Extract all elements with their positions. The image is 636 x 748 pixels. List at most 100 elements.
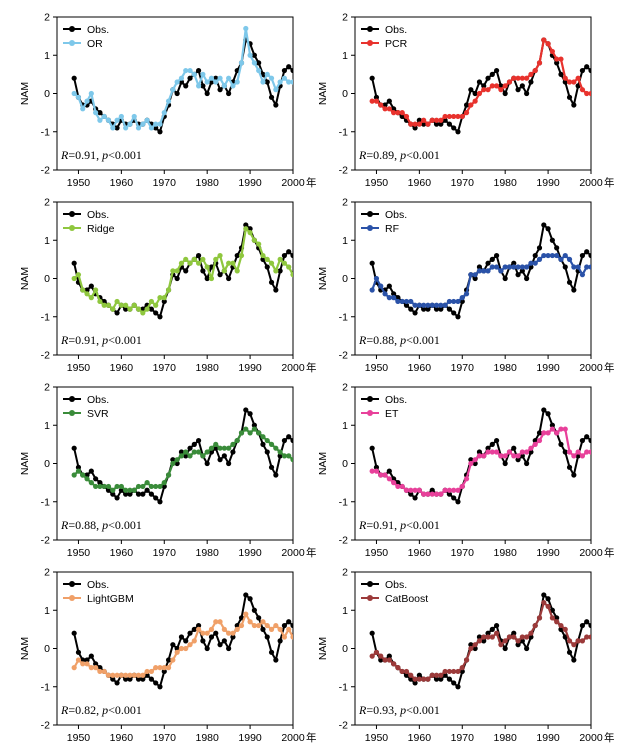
x-tick-label: 2000 — [579, 362, 603, 374]
data-point — [524, 275, 530, 282]
data-point — [579, 87, 586, 93]
data-point — [174, 79, 180, 85]
data-point — [459, 113, 465, 120]
data-point — [140, 672, 146, 678]
data-point — [178, 645, 185, 652]
data-point — [485, 449, 491, 455]
y-tick-label: 1 — [342, 50, 348, 62]
data-point — [208, 445, 215, 451]
data-point — [511, 260, 517, 266]
legend-label: Obs. — [385, 579, 407, 591]
data-point — [485, 634, 491, 640]
legend-label: RF — [385, 223, 399, 235]
data-point — [408, 672, 414, 678]
data-point — [494, 252, 500, 259]
data-point — [140, 121, 146, 127]
data-point — [584, 249, 590, 255]
data-point — [230, 260, 236, 266]
data-point — [88, 468, 94, 474]
data-point — [566, 256, 573, 262]
data-point — [234, 626, 240, 632]
data-point — [408, 306, 414, 312]
data-point — [528, 260, 534, 266]
data-point — [256, 60, 262, 66]
data-point — [382, 472, 388, 478]
data-point — [579, 437, 586, 444]
data-point — [502, 83, 508, 89]
data-point — [157, 129, 163, 135]
data-point — [101, 113, 107, 120]
data-point — [88, 665, 94, 671]
data-point — [277, 79, 283, 85]
data-point — [562, 426, 568, 432]
data-point — [88, 480, 94, 486]
data-point — [391, 110, 397, 116]
data-point — [468, 87, 474, 93]
data-point — [183, 645, 189, 652]
data-point — [515, 453, 521, 459]
data-point — [511, 630, 517, 636]
data-point — [114, 310, 120, 316]
data-point — [238, 252, 245, 259]
data-point — [584, 90, 590, 97]
data-point — [213, 619, 219, 625]
data-point — [88, 283, 94, 289]
x-tick-label: 1990 — [238, 547, 262, 559]
data-point — [425, 121, 431, 127]
data-point — [433, 117, 440, 123]
data-point — [386, 106, 392, 112]
data-point — [528, 630, 534, 636]
x-tick-label: 2000 — [281, 177, 305, 189]
x-tick-label: 1980 — [494, 362, 518, 374]
data-point — [519, 264, 525, 270]
data-point — [191, 441, 197, 447]
data-point — [472, 642, 478, 648]
data-point — [183, 256, 189, 262]
data-point — [494, 264, 500, 270]
data-point — [579, 453, 586, 459]
series-layer — [369, 592, 591, 690]
data-point — [515, 642, 521, 648]
data-point — [80, 106, 86, 112]
data-point — [286, 434, 292, 440]
data-point — [455, 668, 461, 675]
stat-r-value: =0.91, — [68, 333, 102, 347]
data-point — [234, 252, 240, 259]
stat-p-label: p — [399, 333, 406, 347]
data-point — [161, 295, 167, 301]
data-point — [433, 676, 440, 682]
data-point — [135, 672, 142, 678]
data-point — [273, 268, 279, 274]
data-point — [429, 672, 435, 678]
x-axis-unit: 年 — [604, 546, 615, 559]
data-point — [425, 306, 431, 312]
data-point — [442, 487, 448, 493]
data-point — [386, 653, 392, 659]
data-point — [588, 264, 591, 270]
data-point — [204, 460, 210, 467]
data-point — [455, 113, 461, 120]
data-point — [131, 487, 137, 493]
y-tick-label: 1 — [44, 50, 50, 62]
x-tick-label: 1950 — [365, 547, 389, 559]
data-point — [281, 634, 288, 640]
data-point — [412, 310, 418, 316]
data-point — [395, 298, 401, 305]
data-point — [178, 75, 185, 81]
data-point — [204, 449, 210, 455]
data-point — [481, 83, 487, 89]
data-point — [515, 638, 521, 644]
data-point — [571, 642, 577, 648]
legend-label: CatBoost — [385, 593, 428, 605]
series-line-ridge — [73, 227, 293, 315]
data-point — [251, 622, 257, 629]
y-tick-label: -2 — [339, 165, 348, 177]
data-point — [421, 491, 427, 497]
data-point — [88, 295, 94, 301]
data-point — [524, 449, 530, 455]
data-point — [281, 252, 288, 259]
data-point — [97, 298, 103, 305]
data-point — [369, 468, 375, 474]
data-point — [127, 121, 133, 127]
data-point — [524, 645, 530, 652]
